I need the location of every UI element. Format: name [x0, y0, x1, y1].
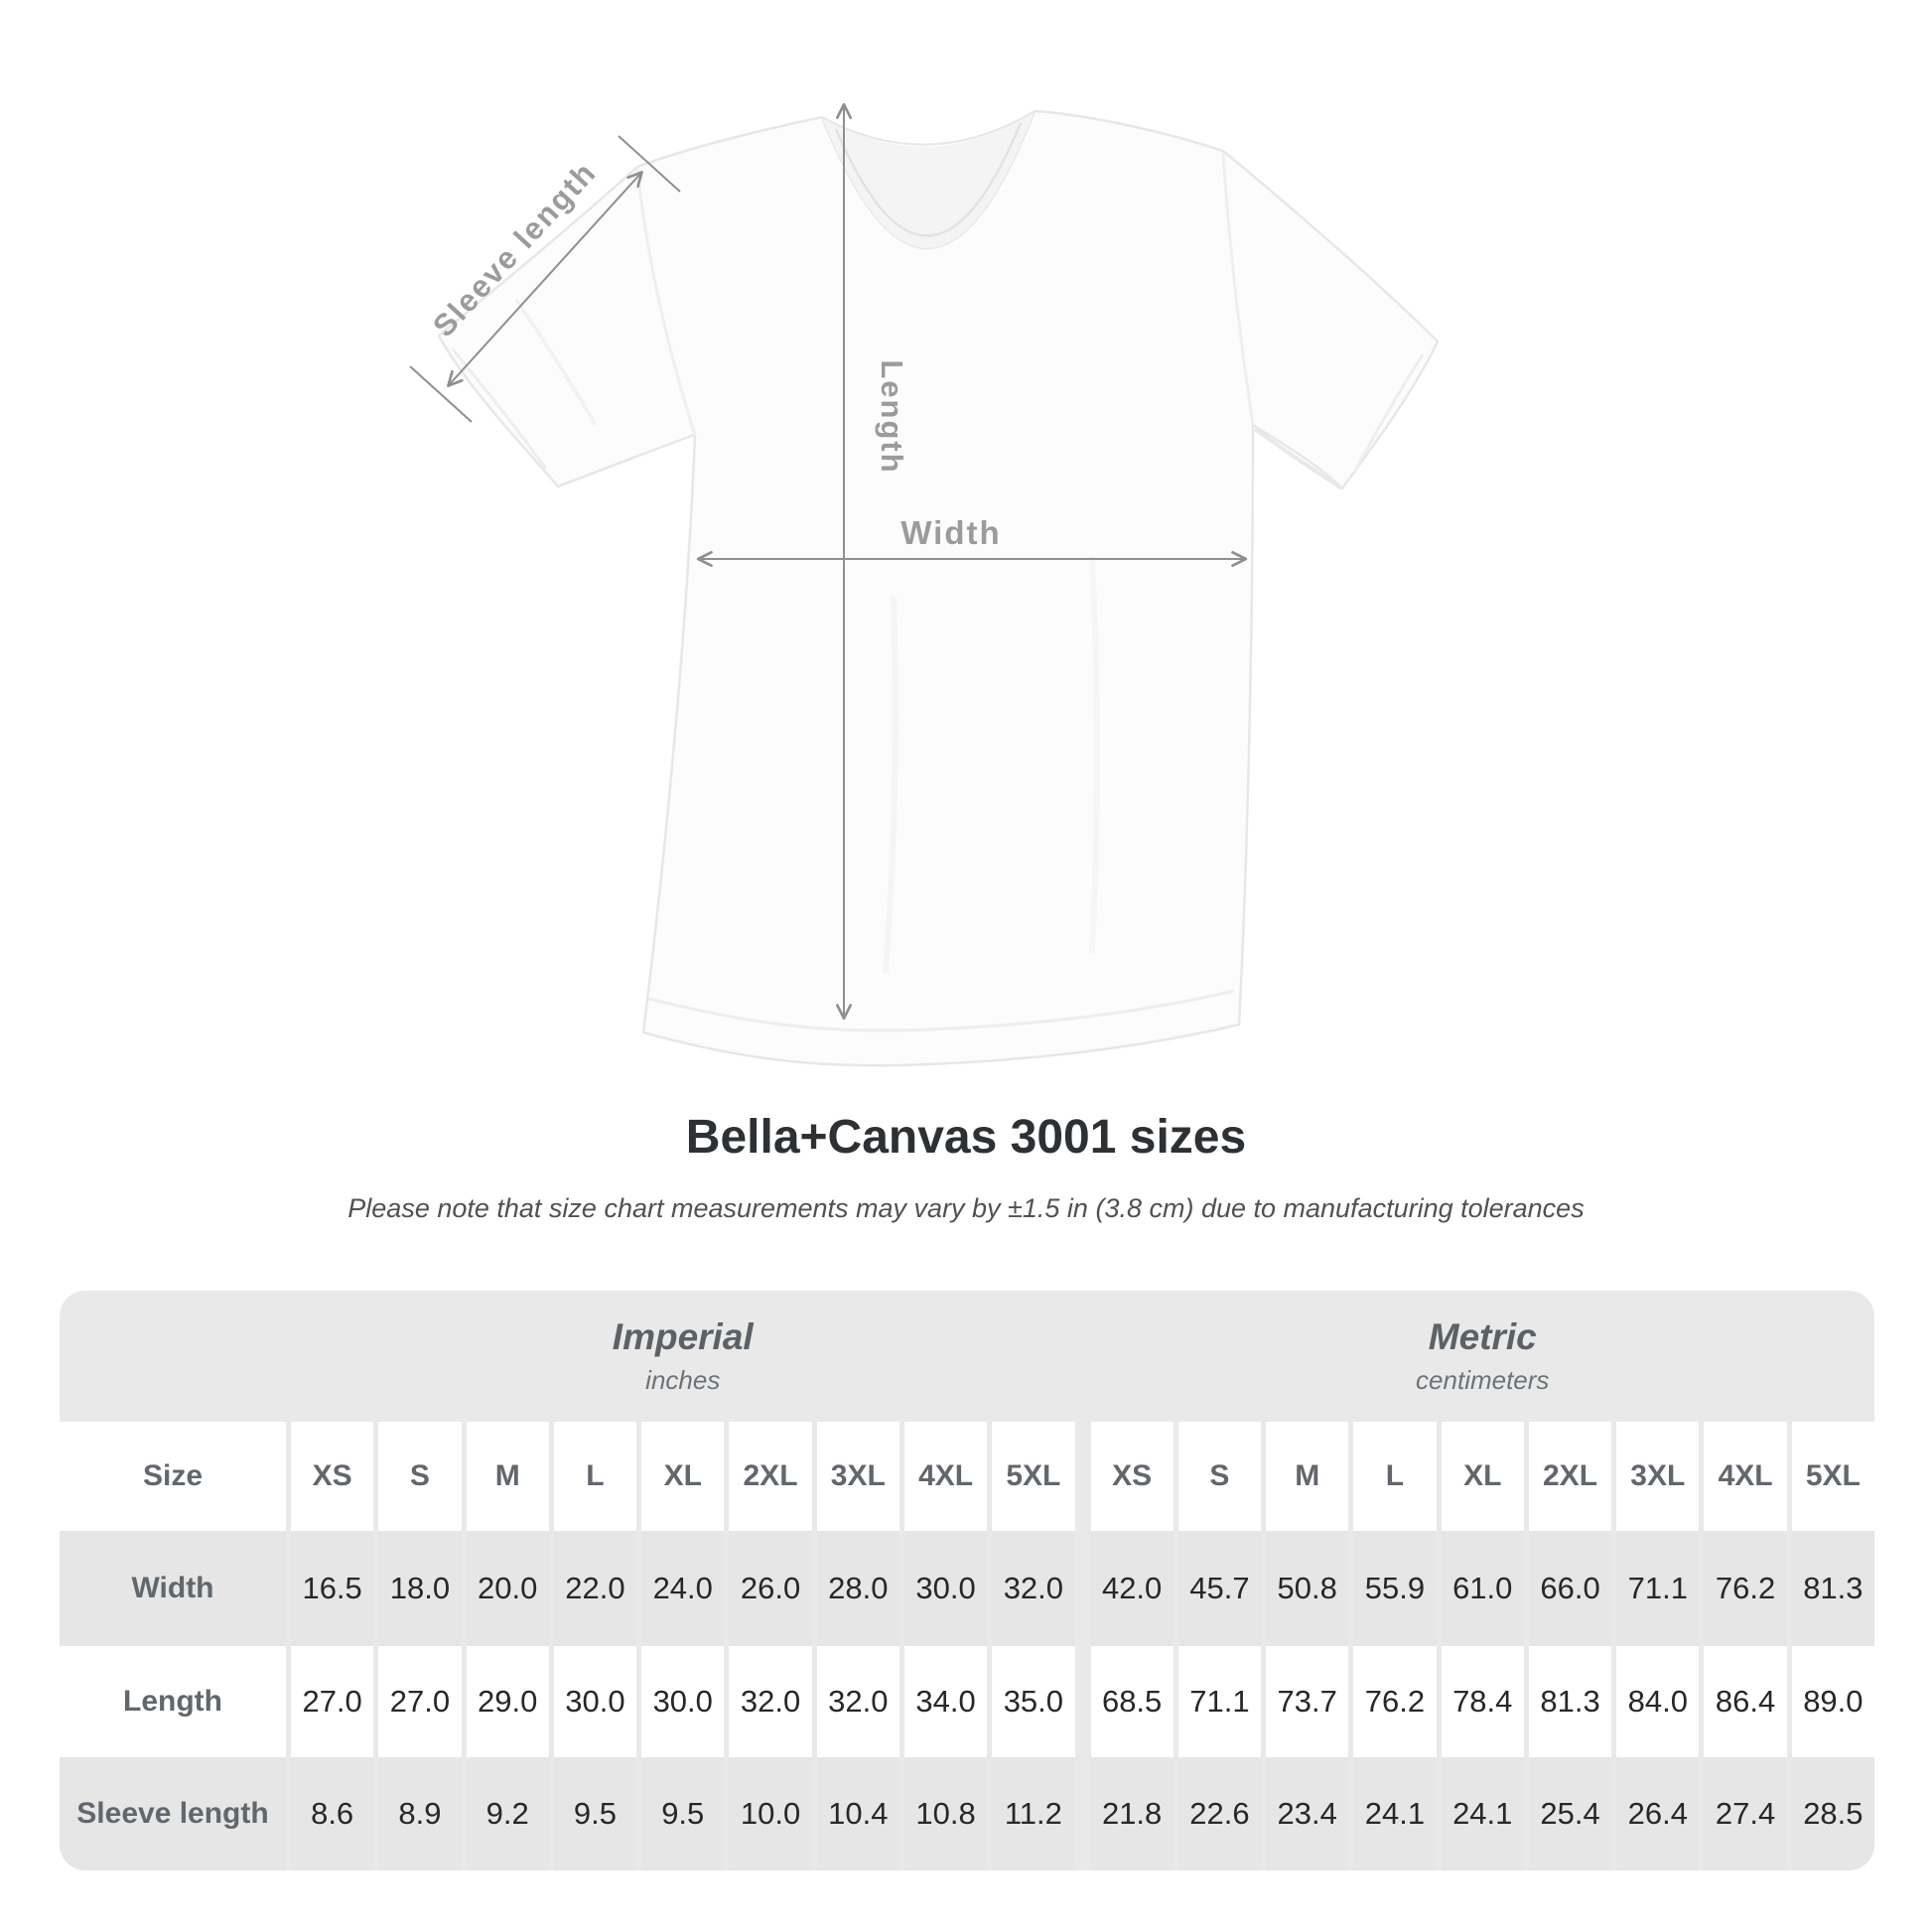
value-cell: 71.1 [1177, 1646, 1262, 1757]
value-cell: 32.0 [816, 1646, 899, 1757]
value-cell: 30.0 [903, 1531, 988, 1646]
value-cell: 42.0 [1090, 1531, 1173, 1646]
value-cell: 89.0 [1791, 1646, 1874, 1757]
size-col-header: M [1266, 1422, 1349, 1531]
value-cell: 24.1 [1353, 1757, 1437, 1870]
size-col-header: 2XL [1528, 1422, 1612, 1531]
value-cell: 76.2 [1704, 1531, 1787, 1646]
value-cell: 61.0 [1441, 1531, 1524, 1646]
value-cell: 30.0 [553, 1646, 637, 1757]
size-col-header: 3XL [816, 1422, 899, 1531]
value-cell: 55.9 [1353, 1531, 1437, 1646]
value-cell: 32.0 [992, 1531, 1075, 1646]
value-cell: 78.4 [1441, 1646, 1524, 1757]
size-col-header: XS [291, 1422, 374, 1531]
value-cell: 81.3 [1791, 1531, 1874, 1646]
value-cell: 21.8 [1090, 1757, 1173, 1870]
metric-label: Metric [1428, 1316, 1537, 1357]
value-cell: 26.0 [729, 1531, 812, 1646]
value-cell: 16.5 [291, 1531, 374, 1646]
value-cell: 68.5 [1090, 1646, 1173, 1757]
tshirt-illustration [437, 109, 1440, 1067]
value-cell: 28.5 [1791, 1757, 1874, 1870]
length-label: Length [875, 359, 909, 474]
value-cell: 10.0 [729, 1757, 812, 1870]
imperial-label: Imperial [612, 1316, 754, 1357]
tolerance-note: Please note that size chart measurements… [347, 1193, 1585, 1223]
value-cell: 66.0 [1528, 1531, 1612, 1646]
size-column-header: Size [60, 1422, 286, 1531]
size-col-header: XL [641, 1422, 725, 1531]
metric-unit: centimeters [1416, 1365, 1550, 1395]
value-cell: 26.4 [1616, 1757, 1700, 1870]
page-title: Bella+Canvas 3001 sizes [685, 1111, 1247, 1164]
size-col-header: 4XL [1704, 1422, 1787, 1531]
value-cell: 27.0 [378, 1646, 462, 1757]
size-col-header: S [1177, 1422, 1262, 1531]
value-cell: 8.9 [378, 1757, 462, 1870]
tshirt-diagram: Sleeve length Length Width [409, 102, 1440, 1067]
size-col-header: L [1353, 1422, 1437, 1531]
value-cell: 10.4 [816, 1757, 899, 1870]
value-cell: 50.8 [1266, 1531, 1349, 1646]
value-cell: 81.3 [1528, 1646, 1612, 1757]
value-cell: 11.2 [992, 1757, 1075, 1870]
value-cell: 18.0 [378, 1531, 462, 1646]
imperial-unit: inches [645, 1365, 721, 1395]
value-cell: 9.5 [553, 1757, 637, 1870]
size-table: Imperial inches Metric centimeters Size … [60, 1291, 1874, 1870]
value-cell: 29.0 [466, 1646, 549, 1757]
metric-group-header: Metric centimeters [1091, 1291, 1875, 1422]
sleeve-arrow-tick [618, 135, 681, 193]
value-cell: 22.0 [553, 1531, 637, 1646]
value-cell: 25.4 [1528, 1757, 1612, 1870]
sleeve-arrow-tick [409, 365, 473, 423]
value-cell: 22.6 [1177, 1757, 1262, 1870]
row-label: Sleeve length [60, 1757, 286, 1870]
value-cell: 9.5 [641, 1757, 725, 1870]
value-cell: 27.0 [291, 1646, 374, 1757]
value-cell: 30.0 [641, 1646, 725, 1757]
value-cell: 86.4 [1704, 1646, 1787, 1757]
imperial-group-header: Imperial inches [291, 1291, 1075, 1422]
size-col-header: M [466, 1422, 549, 1531]
size-col-header: XL [1441, 1422, 1524, 1531]
value-cell: 23.4 [1266, 1757, 1349, 1870]
value-cell: 20.0 [466, 1531, 549, 1646]
value-cell: 76.2 [1353, 1646, 1437, 1757]
size-col-header: XS [1090, 1422, 1173, 1531]
size-col-header: 3XL [1616, 1422, 1700, 1531]
row-label: Width [60, 1531, 286, 1646]
width-label: Width [900, 514, 1001, 551]
size-col-header: 4XL [903, 1422, 988, 1531]
size-col-header: 5XL [992, 1422, 1075, 1531]
size-col-header: 5XL [1791, 1422, 1874, 1531]
value-cell: 27.4 [1704, 1757, 1787, 1870]
size-col-header: 2XL [729, 1422, 812, 1531]
row-label: Length [60, 1646, 286, 1757]
value-cell: 24.0 [641, 1531, 725, 1646]
sleeve-length-arrow [447, 171, 643, 387]
value-cell: 45.7 [1177, 1531, 1262, 1646]
value-cell: 10.8 [903, 1757, 988, 1870]
size-col-header: L [553, 1422, 637, 1531]
value-cell: 35.0 [992, 1646, 1075, 1757]
value-cell: 8.6 [291, 1757, 374, 1870]
value-cell: 71.1 [1616, 1531, 1700, 1646]
value-cell: 34.0 [903, 1646, 988, 1757]
value-cell: 32.0 [729, 1646, 812, 1757]
value-cell: 24.1 [1441, 1757, 1524, 1870]
size-col-header: S [378, 1422, 462, 1531]
value-cell: 9.2 [466, 1757, 549, 1870]
measurement-arrows [409, 102, 1248, 1021]
value-cell: 84.0 [1616, 1646, 1700, 1757]
value-cell: 73.7 [1266, 1646, 1349, 1757]
value-cell: 28.0 [816, 1531, 899, 1646]
